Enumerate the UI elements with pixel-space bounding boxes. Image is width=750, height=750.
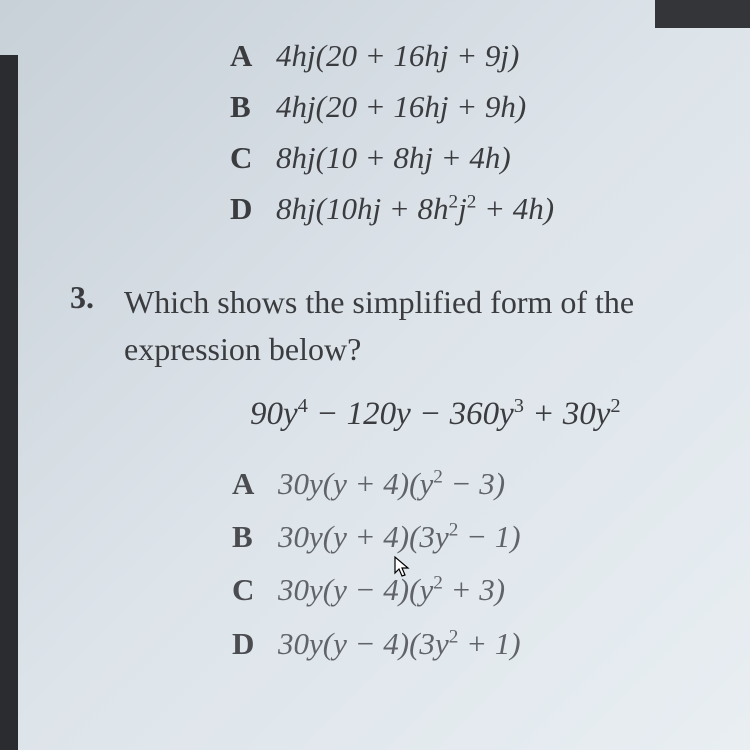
- previous-question-choices: A4hj(20 + 16hj + 9j)B4hj(20 + 16hj + 9h)…: [230, 32, 750, 233]
- answer-expression: 30y(y − 4)(y2 + 3): [278, 565, 505, 615]
- question-3: 3. Which shows the simplified form of th…: [70, 279, 750, 372]
- choice-row: D8hj(10hj + 8h2j2 + 4h): [230, 185, 750, 233]
- answer-letter: D: [232, 619, 278, 669]
- choice-letter: A: [230, 32, 276, 80]
- question-3-choices: A30y(y + 4)(y2 − 3)B30y(y + 4)(3y2 − 1)C…: [232, 459, 750, 669]
- answer-letter: A: [232, 459, 278, 509]
- choice-expression: 8hj(10 + 8hj + 4h): [276, 134, 511, 182]
- choice-letter: D: [230, 185, 276, 233]
- choice-expression: 4hj(20 + 16hj + 9h): [276, 83, 526, 131]
- choice-letter: C: [230, 134, 276, 182]
- choice-row: B4hj(20 + 16hj + 9h): [230, 83, 750, 131]
- choice-letter: B: [230, 83, 276, 131]
- answer-row: C30y(y − 4)(y2 + 3): [232, 565, 750, 615]
- choice-expression: 8hj(10hj + 8h2j2 + 4h): [276, 185, 554, 233]
- question-number: 3.: [70, 279, 124, 372]
- choice-row: A4hj(20 + 16hj + 9j): [230, 32, 750, 80]
- question-expression: 90y4 − 120y − 360y3 + 30y2: [250, 396, 750, 433]
- answer-expression: 30y(y + 4)(y2 − 3): [278, 459, 505, 509]
- choice-row: C8hj(10 + 8hj + 4h): [230, 134, 750, 182]
- answer-expression: 30y(y + 4)(3y2 − 1): [278, 512, 521, 562]
- answer-row: B30y(y + 4)(3y2 − 1): [232, 512, 750, 562]
- answer-row: D30y(y − 4)(3y2 + 1): [232, 619, 750, 669]
- choice-expression: 4hj(20 + 16hj + 9j): [276, 32, 519, 80]
- answer-expression: 30y(y − 4)(3y2 + 1): [278, 619, 521, 669]
- answer-row: A30y(y + 4)(y2 − 3): [232, 459, 750, 509]
- answer-letter: B: [232, 512, 278, 562]
- question-text: Which shows the simplified form of theex…: [124, 279, 634, 372]
- document-page: A4hj(20 + 16hj + 9j)B4hj(20 + 16hj + 9h)…: [18, 0, 750, 750]
- answer-letter: C: [232, 565, 278, 615]
- window-border-left: [0, 55, 18, 750]
